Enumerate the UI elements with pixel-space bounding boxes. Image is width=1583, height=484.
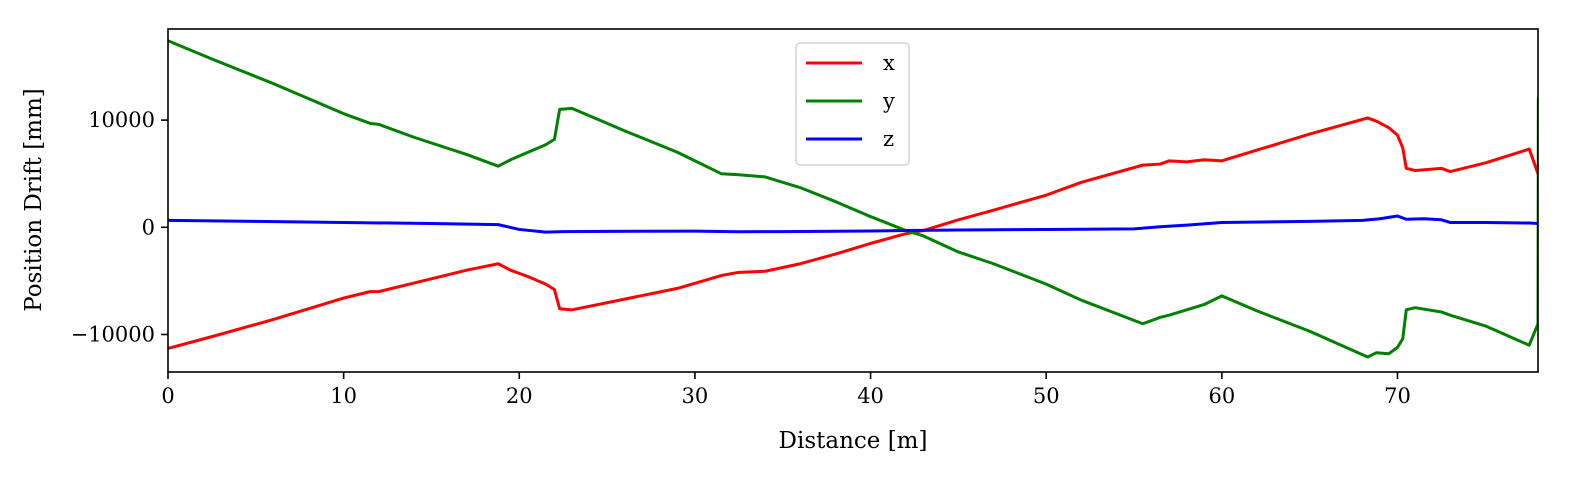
legend-label-y: y (882, 89, 895, 113)
y-axis: −10000 0 10000 (71, 108, 168, 346)
y-axis-label: Position Drift [mm] (21, 88, 47, 312)
y-tick-label: 0 (142, 215, 155, 239)
legend: xyz (796, 43, 909, 165)
x-tick-label: 30 (682, 384, 709, 408)
x-tick-label: 70 (1384, 384, 1411, 408)
x-tick-label: 60 (1208, 384, 1235, 408)
x-tick-label: 20 (506, 384, 533, 408)
x-tick-label: 10 (330, 384, 357, 408)
x-axis-label: Distance [m] (779, 428, 928, 454)
y-tick-label: −10000 (71, 322, 155, 346)
x-tick-label: 50 (1033, 384, 1060, 408)
series-line-z (168, 216, 1538, 232)
x-tick-label: 40 (857, 384, 884, 408)
x-tick-label: 0 (161, 384, 174, 408)
legend-label-z: z (883, 127, 894, 151)
y-tick-label: 10000 (88, 108, 155, 132)
legend-label-x: x (883, 51, 895, 75)
x-axis: 0 10 20 30 40 50 60 70 (161, 372, 1411, 408)
